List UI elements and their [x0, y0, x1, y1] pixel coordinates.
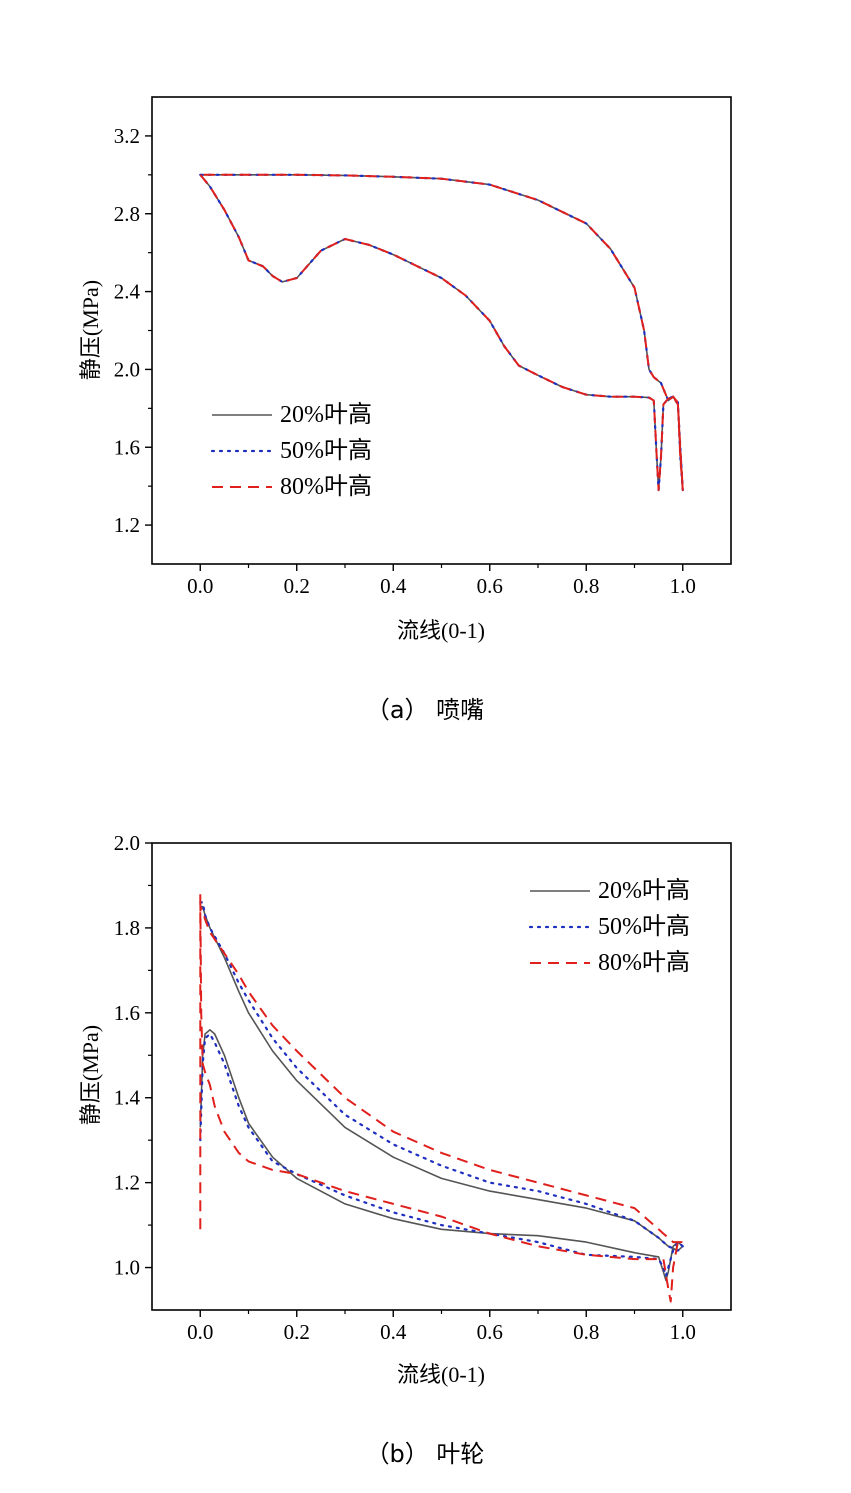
x-tick-label: 0.0 — [187, 574, 213, 598]
y-tick-label: 1.0 — [114, 1256, 140, 1280]
chart-b-impeller: 0.0 0.2 0.4 0.6 0.8 1.0 1.0 1.2 1.4 1.6 1.8 2.0 20%… — [78, 831, 732, 1468]
y-tick-label: 1.8 — [114, 916, 140, 940]
y-tick-label: 3.2 — [114, 124, 140, 148]
x-tick-label: 0.6 — [477, 574, 503, 598]
legend-label: 20%叶高 — [598, 877, 690, 904]
x-tick-label: 1.0 — [670, 574, 696, 598]
x-tick-label: 0.8 — [573, 574, 599, 598]
series-line-50%叶高 — [199, 901, 684, 1278]
chart-b-xlabel: 流线(0-1) — [397, 1362, 485, 1387]
series-line-80%叶高 — [199, 173, 684, 492]
y-tick-label: 2.4 — [114, 280, 141, 304]
x-tick-label: 0.4 — [380, 574, 407, 598]
legend-label: 50%叶高 — [598, 913, 690, 940]
x-tick-label: 0.2 — [284, 574, 310, 598]
chart-a-plot-area — [199, 173, 684, 492]
chart-b-ylabel: 静压(MPa) — [78, 1025, 103, 1125]
x-tick-label: 0.8 — [573, 1320, 599, 1344]
chart-a-caption: （a） 喷嘴 — [366, 696, 484, 724]
y-tick-label: 2.8 — [114, 202, 140, 226]
series-line-50%叶高 — [199, 173, 684, 492]
x-tick-label: 0.4 — [380, 1320, 407, 1344]
legend-label: 20%叶高 — [280, 401, 372, 428]
chart-b-caption: （b） 叶轮 — [366, 1440, 485, 1468]
legend-label: 80%叶高 — [598, 949, 690, 976]
chart-a-nozzle: 0.0 0.2 0.4 0.6 0.8 1.0 1.2 1.6 2.0 2.4 2.8 3.2 20%… — [78, 96, 732, 724]
series-line-20%叶高 — [199, 174, 684, 491]
chart-b-plot-area — [199, 892, 684, 1303]
x-tick-label: 1.0 — [670, 1320, 696, 1344]
x-tick-label: 0.0 — [187, 1320, 213, 1344]
legend-label: 50%叶高 — [280, 437, 372, 464]
x-tick-label: 0.6 — [477, 1320, 503, 1344]
y-tick-label: 1.6 — [114, 1001, 140, 1025]
chart-b-legend: 20%叶高 50%叶高 80%叶高 — [528, 877, 690, 976]
series-line-80%叶高 — [199, 892, 684, 1303]
chart-a-xlabel: 流线(0-1) — [397, 618, 485, 643]
chart-a-axes: 0.0 0.2 0.4 0.6 0.8 1.0 1.2 1.6 2.0 2.4 2.8 3.2 — [114, 96, 732, 598]
y-tick-label: 2.0 — [114, 357, 140, 381]
y-tick-label: 1.2 — [114, 513, 140, 537]
legend-label: 80%叶高 — [280, 473, 372, 500]
chart-b-axes: 0.0 0.2 0.4 0.6 0.8 1.0 1.0 1.2 1.4 1.6 1.8 2.0 — [114, 831, 732, 1344]
y-tick-label: 1.2 — [114, 1171, 140, 1195]
chart-a-legend: 20%叶高 50%叶高 80%叶高 — [210, 401, 372, 500]
x-tick-label: 0.2 — [284, 1320, 310, 1344]
chart-a-ylabel: 静压(MPa) — [78, 280, 103, 380]
y-tick-label: 2.0 — [114, 831, 140, 855]
y-tick-label: 1.6 — [114, 435, 140, 459]
y-tick-label: 1.4 — [114, 1086, 141, 1110]
